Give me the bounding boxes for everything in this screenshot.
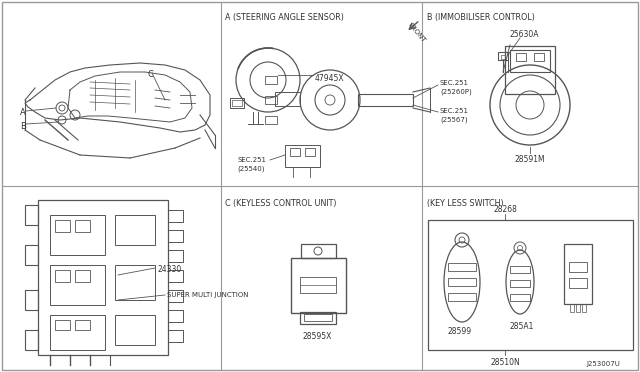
Bar <box>55 320 70 330</box>
Text: 28268: 28268 <box>493 205 517 214</box>
Text: (KEY LESS SWITCH): (KEY LESS SWITCH) <box>427 199 504 208</box>
Bar <box>25 330 38 350</box>
Bar <box>38 200 168 355</box>
Bar <box>55 270 70 282</box>
Bar <box>285 145 320 167</box>
Bar <box>505 46 555 94</box>
Bar <box>510 280 530 287</box>
Bar <box>301 244 336 258</box>
Text: 28591M: 28591M <box>515 155 546 164</box>
Bar <box>75 270 90 282</box>
Bar <box>300 277 336 293</box>
Bar <box>55 220 70 232</box>
Text: A: A <box>20 108 26 117</box>
Bar <box>570 304 574 312</box>
Bar <box>25 205 38 225</box>
Bar <box>25 290 38 310</box>
Text: J253007U: J253007U <box>586 361 620 367</box>
Bar <box>168 210 183 222</box>
Bar <box>291 258 346 313</box>
Text: SEC.251: SEC.251 <box>237 157 266 163</box>
Bar <box>230 98 244 108</box>
Text: 28599: 28599 <box>448 327 472 336</box>
Bar <box>168 310 183 322</box>
Text: B: B <box>20 122 26 131</box>
Bar <box>290 148 300 156</box>
Bar <box>510 50 550 72</box>
Text: 24330: 24330 <box>157 265 181 274</box>
Text: (25260P): (25260P) <box>440 88 472 94</box>
Text: FRONT: FRONT <box>407 22 427 44</box>
Bar <box>498 52 508 60</box>
Bar <box>50 215 105 255</box>
Text: SEC.251: SEC.251 <box>440 80 469 86</box>
Bar <box>115 265 155 300</box>
Bar <box>168 250 183 262</box>
Text: (25540): (25540) <box>237 165 264 171</box>
Bar <box>275 92 300 106</box>
Bar <box>168 270 183 282</box>
Bar <box>358 94 413 106</box>
Bar <box>300 312 336 324</box>
Bar <box>510 294 530 301</box>
Text: A (STEERING ANGLE SENSOR): A (STEERING ANGLE SENSOR) <box>225 13 344 22</box>
Bar <box>168 230 183 242</box>
Bar <box>50 265 105 305</box>
Bar <box>534 53 544 61</box>
Bar <box>448 293 476 301</box>
Bar <box>516 53 526 61</box>
Bar <box>428 220 633 350</box>
Bar <box>75 320 90 330</box>
Bar <box>569 278 587 288</box>
Bar <box>232 100 242 106</box>
Text: 28510N: 28510N <box>490 358 520 367</box>
Bar <box>569 262 587 272</box>
Text: SUPER MULTI JUNCTION: SUPER MULTI JUNCTION <box>167 292 248 298</box>
Text: C: C <box>148 70 154 79</box>
Bar <box>576 304 580 312</box>
Text: B (IMMOBILISER CONTROL): B (IMMOBILISER CONTROL) <box>427 13 535 22</box>
Bar <box>448 263 476 271</box>
Bar <box>25 245 38 265</box>
Bar <box>168 330 183 342</box>
Text: (25567): (25567) <box>440 116 468 122</box>
Bar <box>305 148 315 156</box>
Bar <box>582 304 586 312</box>
Text: SEC.251: SEC.251 <box>440 108 469 114</box>
Text: 285A1: 285A1 <box>510 322 534 331</box>
Bar <box>115 315 155 345</box>
Bar <box>168 290 183 302</box>
Bar <box>265 76 277 84</box>
Bar <box>304 314 332 321</box>
Text: 25630A: 25630A <box>510 30 540 39</box>
Bar <box>115 215 155 245</box>
Text: 47945X: 47945X <box>315 74 344 83</box>
Bar <box>501 55 505 59</box>
Bar <box>75 220 90 232</box>
Text: C (KEYLESS CONTROL UNIT): C (KEYLESS CONTROL UNIT) <box>225 199 337 208</box>
Bar <box>50 315 105 350</box>
Bar <box>448 278 476 286</box>
Bar <box>510 266 530 273</box>
Bar <box>564 244 592 304</box>
Bar <box>265 116 277 124</box>
Text: 28595X: 28595X <box>303 332 332 341</box>
Bar <box>265 96 277 104</box>
